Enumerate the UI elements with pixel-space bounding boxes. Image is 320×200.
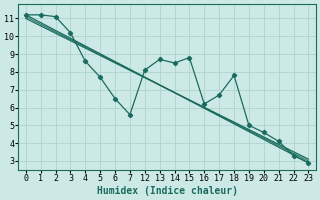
X-axis label: Humidex (Indice chaleur): Humidex (Indice chaleur) bbox=[97, 186, 237, 196]
